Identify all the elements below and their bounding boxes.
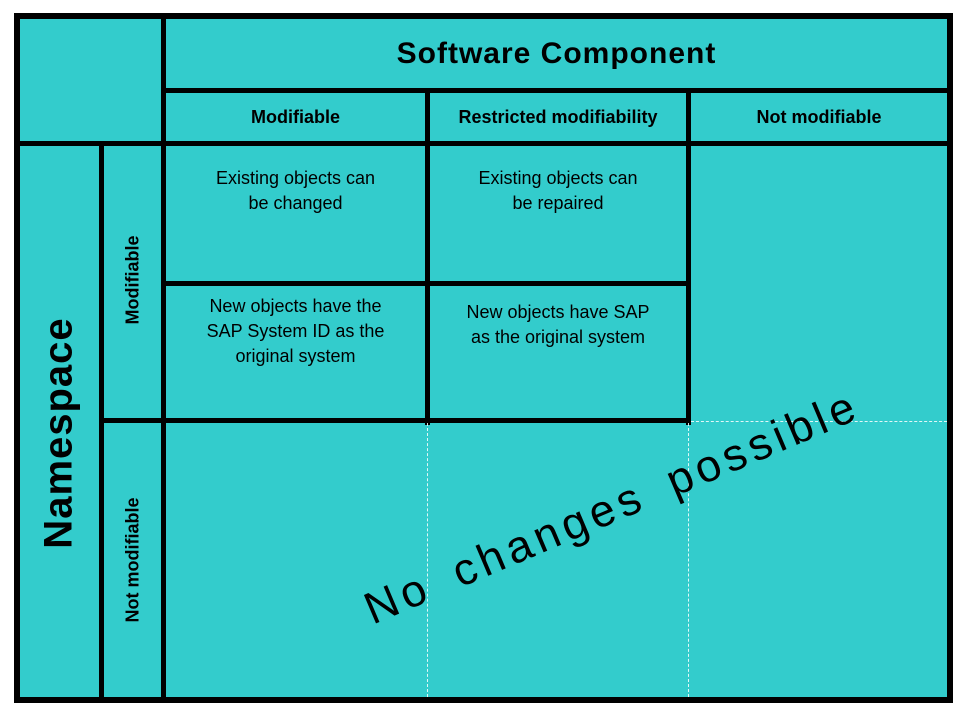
dashed-gridline-vertical-2	[688, 423, 689, 697]
cell-existing-objects-changed-text: Existing objects can be changed	[215, 168, 376, 213]
column-header-restricted-label: Restricted modifiability	[458, 106, 658, 127]
grid-line-vertical-col2-col3	[686, 88, 691, 425]
column-header-restricted-modifiability: Restricted modifiability	[430, 93, 686, 141]
cell-existing-objects-changed: Existing objects can be changed	[166, 146, 425, 276]
column-header-modifiable: Modifiable	[166, 93, 425, 141]
grid-line-horizontal-subrow	[161, 281, 691, 286]
namespace-axis-label: Namespace	[36, 317, 81, 549]
cell-new-objects-system-id-text: New objects have the SAP System ID as th…	[206, 296, 385, 366]
grid-line-vertical-left-headers	[161, 19, 166, 697]
dashed-gridline-horizontal	[691, 421, 947, 422]
cell-existing-objects-repaired-text: Existing objects can be repaired	[478, 168, 638, 213]
cell-new-objects-sap-text: New objects have SAP as the original sys…	[466, 302, 650, 347]
grid-line-vertical-col1-col2	[425, 88, 430, 425]
dashed-gridline-vertical-1	[427, 423, 428, 697]
cell-new-objects-sap: New objects have SAP as the original sys…	[430, 286, 686, 418]
row-header-not-modifiable: Not modifiable	[122, 497, 143, 623]
grid-line-horizontal-under-title	[161, 88, 947, 93]
column-header-modifiable-label: Modifiable	[251, 106, 340, 127]
row-header-modifiable: Modifiable	[122, 235, 143, 325]
grid-line-horizontal-row-divider	[99, 418, 691, 423]
modifiability-matrix: Software Component Modifiable Restricted…	[14, 13, 953, 703]
column-header-not-modifiable: Not modifiable	[691, 93, 947, 141]
cell-new-objects-system-id: New objects have the SAP System ID as th…	[166, 286, 425, 418]
cell-existing-objects-repaired: Existing objects can be repaired	[430, 146, 686, 276]
grid-line-horizontal-under-colheads	[20, 141, 947, 146]
software-component-header-cell: Software Component	[166, 19, 947, 88]
software-component-title: Software Component	[396, 36, 717, 70]
column-header-not-modifiable-label: Not modifiable	[756, 106, 882, 127]
